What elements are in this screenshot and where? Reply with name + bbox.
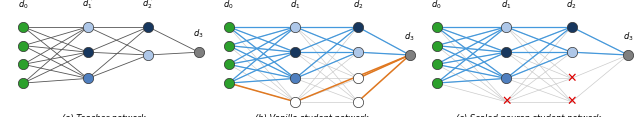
Point	[431, 63, 442, 65]
Point	[501, 26, 511, 28]
Point	[83, 26, 93, 28]
Text: $d_3$: $d_3$	[623, 30, 634, 43]
Point	[353, 101, 363, 103]
Point	[501, 51, 511, 53]
Text: $d_3$: $d_3$	[193, 27, 204, 40]
Point	[291, 101, 301, 103]
Text: $d_0$: $d_0$	[18, 0, 29, 11]
Point	[19, 63, 29, 65]
Point	[501, 77, 511, 79]
Text: $d_0$: $d_0$	[431, 0, 442, 11]
Text: ✕: ✕	[566, 72, 577, 85]
Point	[224, 45, 234, 47]
Text: (c) Scaled neuron student network: (c) Scaled neuron student network	[456, 114, 600, 117]
Text: (b) Vanilla student network: (b) Vanilla student network	[255, 114, 369, 117]
Point	[224, 26, 234, 28]
Text: $d_0$: $d_0$	[223, 0, 234, 11]
Point	[224, 82, 234, 84]
Point	[291, 26, 301, 28]
Text: $d_2$: $d_2$	[353, 0, 363, 11]
Point	[353, 77, 363, 79]
Point	[143, 54, 154, 56]
Text: $d_3$: $d_3$	[404, 30, 415, 43]
Text: (a) Teacher network: (a) Teacher network	[62, 114, 146, 117]
Text: $d_2^*$: $d_2^*$	[142, 0, 154, 11]
Point	[404, 54, 415, 56]
Point	[566, 26, 577, 28]
Point	[83, 77, 93, 79]
Text: $d_2$: $d_2$	[566, 0, 577, 11]
Point	[353, 51, 363, 53]
Text: $d_1$: $d_1$	[290, 0, 301, 11]
Point	[224, 63, 234, 65]
Point	[83, 51, 93, 53]
Point	[291, 51, 301, 53]
Point	[19, 82, 29, 84]
Point	[353, 26, 363, 28]
Point	[194, 51, 204, 53]
Point	[291, 77, 301, 79]
Text: ✕: ✕	[566, 95, 577, 108]
Point	[431, 45, 442, 47]
Point	[623, 54, 633, 56]
Point	[431, 26, 442, 28]
Point	[431, 82, 442, 84]
Text: $d_1^*$: $d_1^*$	[82, 0, 94, 11]
Text: $d_1$: $d_1$	[501, 0, 511, 11]
Point	[143, 26, 154, 28]
Point	[19, 26, 29, 28]
Point	[19, 45, 29, 47]
Text: ✕: ✕	[501, 95, 511, 108]
Point	[566, 51, 577, 53]
